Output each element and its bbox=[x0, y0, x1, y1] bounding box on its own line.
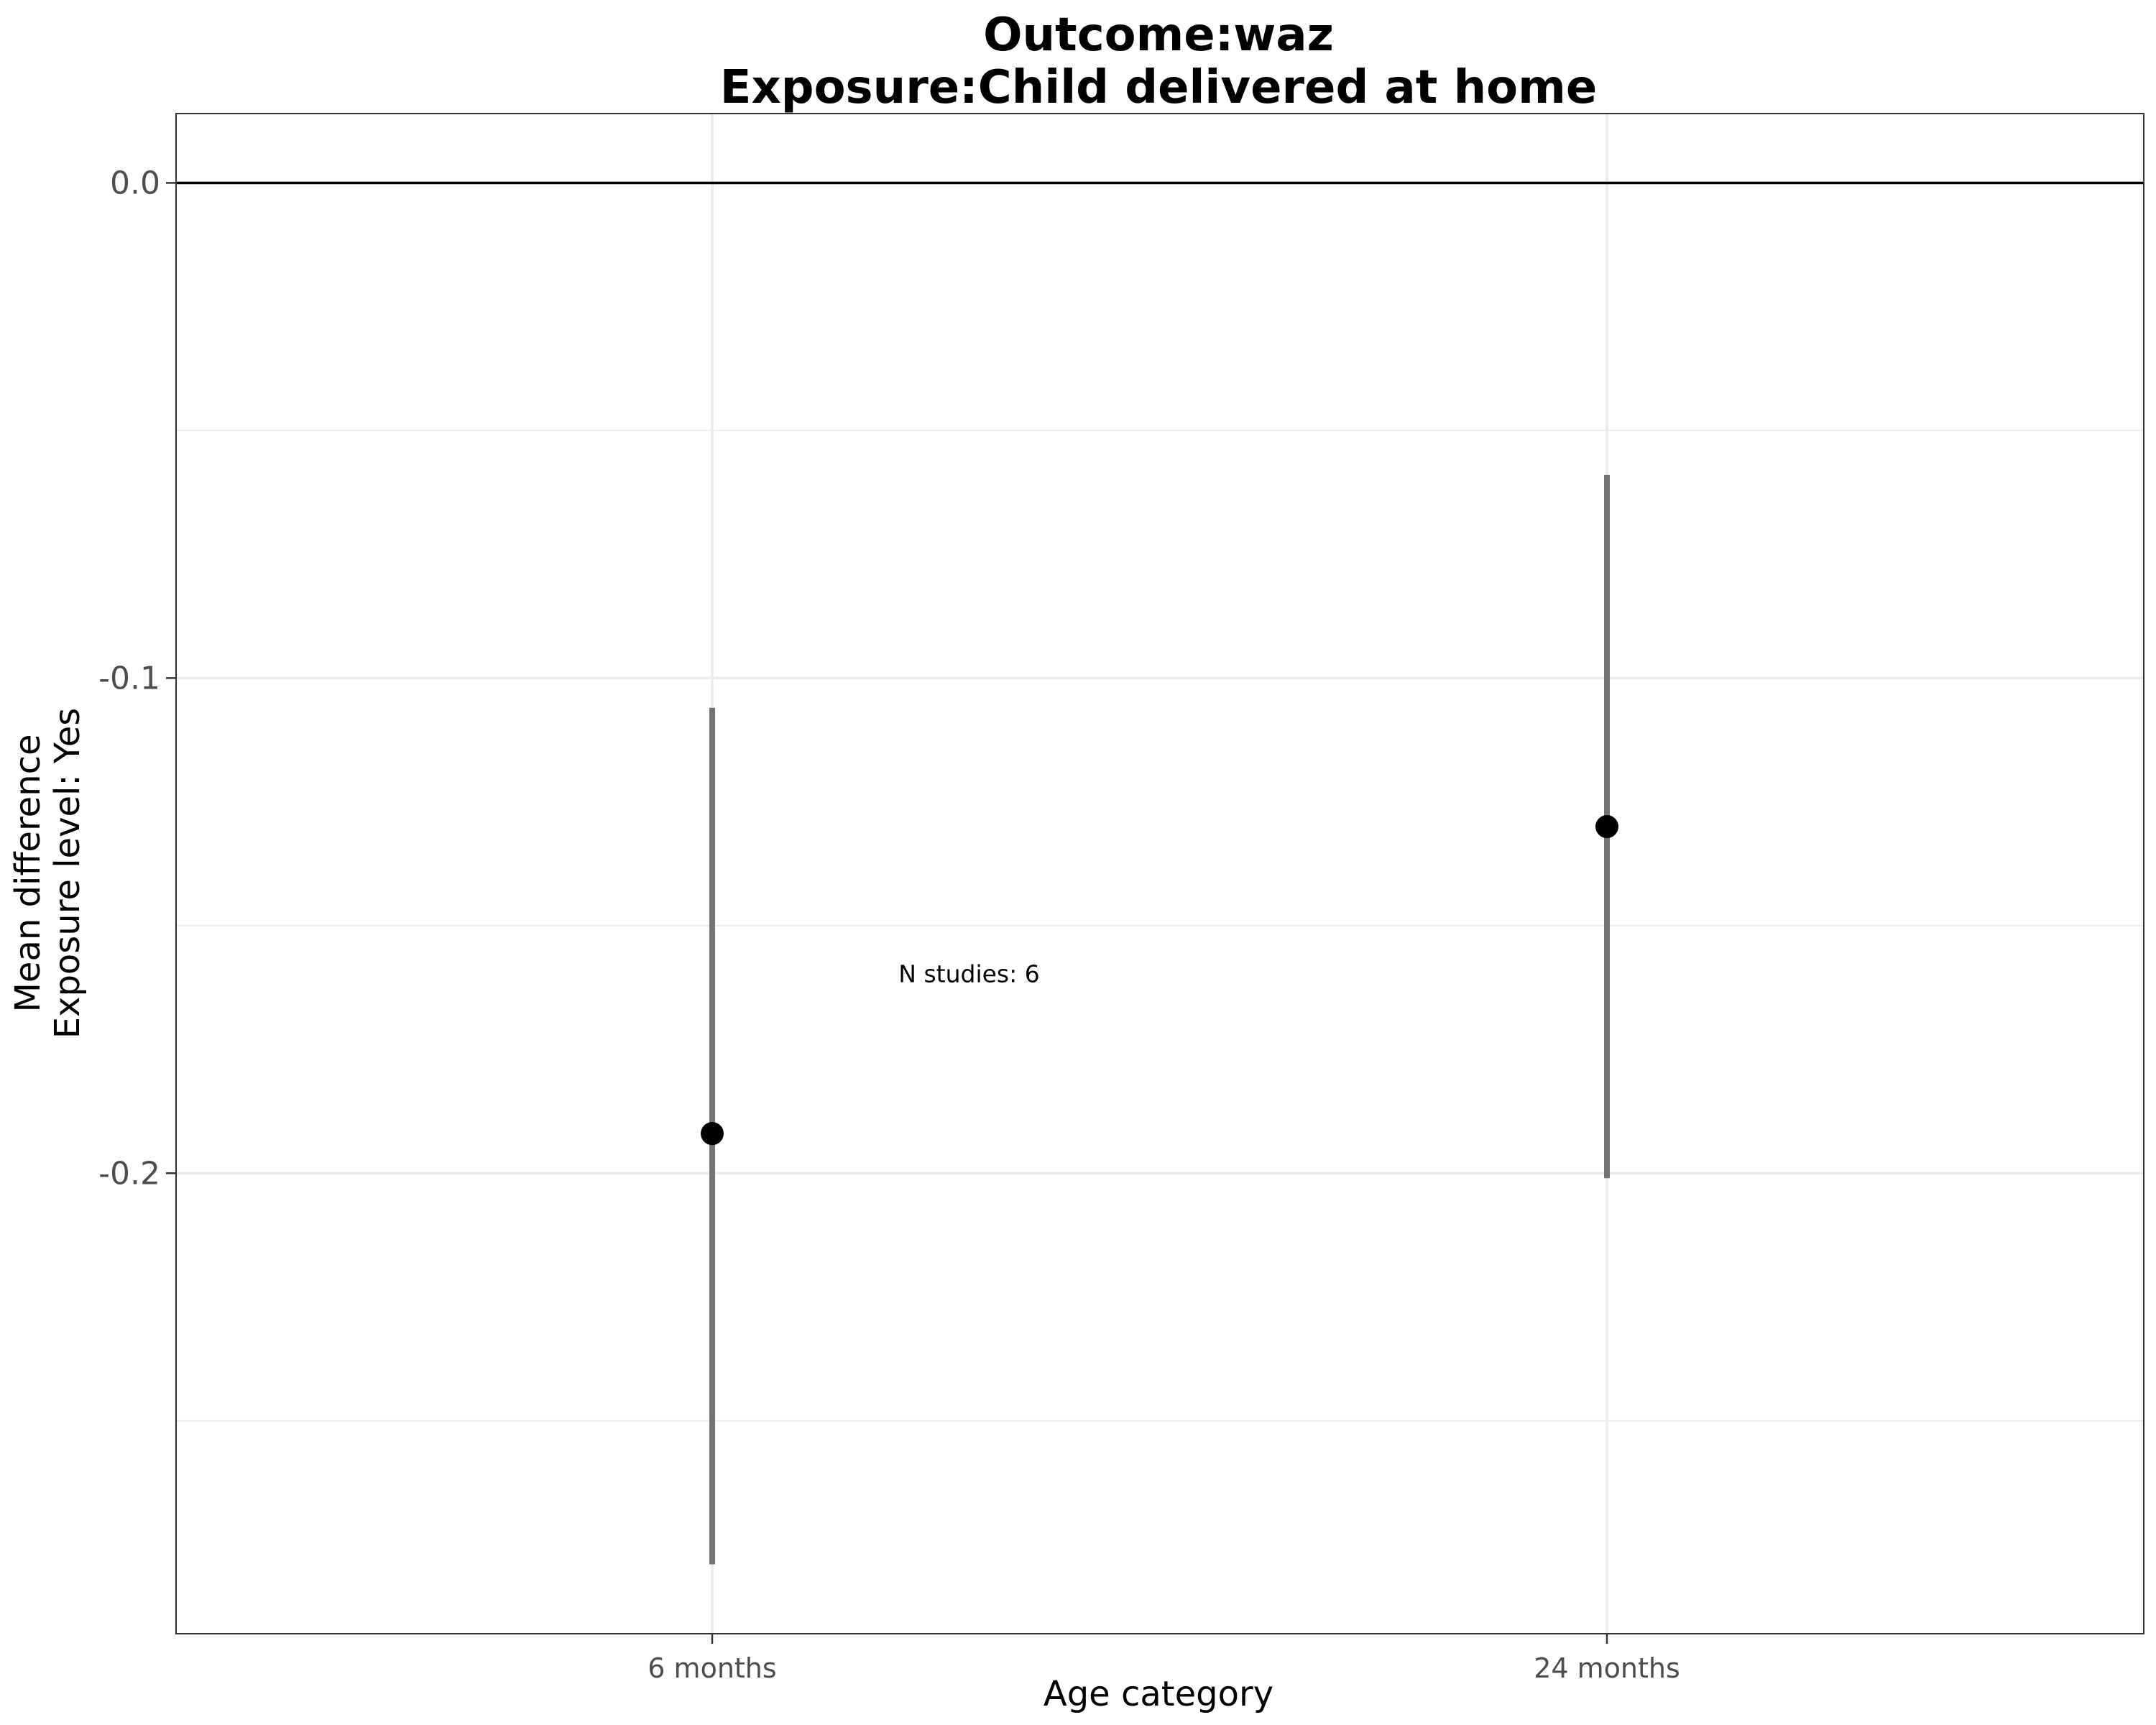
x-tick-label: 24 months bbox=[1534, 1652, 1680, 1684]
tick-layer: 0.0 -0.1 -0.2 6 months 24 months bbox=[98, 165, 1680, 1684]
estimate-point bbox=[1595, 815, 1618, 839]
y-tick-label: -0.1 bbox=[98, 660, 160, 696]
y-axis-title-line1: Mean difference bbox=[8, 735, 48, 1013]
annotation-text: N studies: 6 bbox=[898, 960, 1039, 988]
grid-layer bbox=[176, 114, 2144, 1634]
chart-title-line1: Outcome:waz bbox=[983, 9, 1334, 62]
y-axis-title-line2: Exposure level: Yes bbox=[47, 708, 88, 1039]
estimate-point bbox=[701, 1122, 724, 1146]
y-tick-label: 0.0 bbox=[110, 165, 160, 201]
x-axis-title: Age category bbox=[1044, 1674, 1273, 1714]
chart-title-line2: Exposure:Child delivered at home bbox=[720, 61, 1597, 114]
marks-layer bbox=[701, 474, 1618, 1565]
x-tick-label: 6 months bbox=[648, 1652, 776, 1684]
panel-border bbox=[175, 113, 2145, 1634]
y-axis-title: Mean difference Exposure level: Yes bbox=[8, 708, 88, 1039]
y-tick-label: -0.2 bbox=[98, 1155, 160, 1192]
